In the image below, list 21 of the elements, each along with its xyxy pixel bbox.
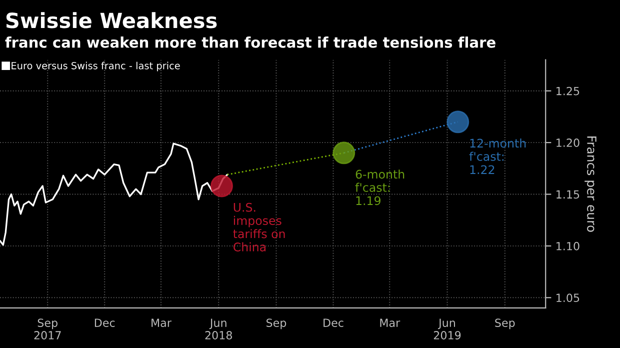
x-tick-label: Jun 2018	[205, 318, 232, 340]
x-tick-label: Dec	[324, 318, 344, 327]
x-tick-label: Mar	[380, 318, 400, 327]
annotation: U.S. imposes tariffs on China	[233, 202, 285, 252]
x-tick-label: Jun 2019	[434, 318, 461, 340]
y-tick-label: 1.20	[556, 138, 580, 147]
y-tick-label: 1.25	[556, 86, 580, 96]
y-tick-label: 1.15	[556, 190, 580, 199]
annotation: 12-month f'cast: 1.22	[469, 138, 526, 174]
y-axis-title: Francs per euro	[584, 136, 596, 232]
x-tick-label: Dec	[94, 318, 115, 327]
y-tick-label: 1.10	[556, 242, 580, 250]
x-tick-label: Sep	[495, 318, 515, 330]
y-tick-label: 1.05	[556, 294, 580, 302]
annotation: 6-month f'cast: 1.19	[355, 170, 404, 206]
chart-subtitle: franc can weaken more than forecast if trade tensions flare	[5, 36, 496, 48]
chart-title: Swissie Weakness	[6, 12, 217, 28]
x-tick-label: Mar	[152, 318, 172, 327]
x-tick-label: Sep	[266, 318, 286, 330]
x-tick-label: Sep 2017	[34, 318, 61, 340]
legend-label: Euro versus Swiss franc - last price	[12, 62, 180, 72]
